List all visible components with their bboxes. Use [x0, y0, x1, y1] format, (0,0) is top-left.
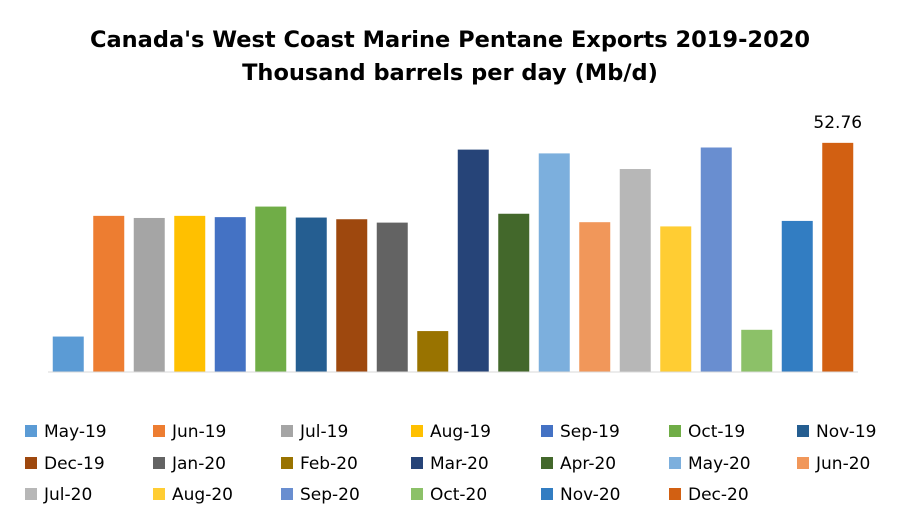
- bar-sep-20: [700, 147, 732, 372]
- legend-swatch: [797, 457, 809, 469]
- bar-aug-20: [660, 226, 692, 372]
- bar-mar-20: [457, 149, 489, 372]
- bar-sep-19: [214, 217, 246, 372]
- legend-swatch: [797, 425, 809, 437]
- legend-swatch: [25, 488, 37, 500]
- legend-item-oct-19: Oct-19: [669, 422, 745, 442]
- legend-label: Jul-19: [299, 422, 348, 442]
- legend-label: May-20: [688, 454, 751, 474]
- legend-item-feb-20: Feb-20: [281, 454, 358, 474]
- legend-item-may-19: May-19: [25, 422, 107, 442]
- bar-oct-19: [255, 206, 287, 372]
- legend-item-nov-19: Nov-19: [797, 422, 877, 442]
- legend-swatch: [541, 488, 553, 500]
- legend-item-nov-20: Nov-20: [541, 485, 621, 505]
- legend-label: Sep-20: [300, 485, 360, 505]
- bar-nov-20: [781, 220, 813, 372]
- legend-item-dec-20: Dec-20: [669, 485, 749, 505]
- bar-jul-20: [619, 169, 651, 372]
- legend-item-jul-20: Jul-20: [25, 485, 92, 505]
- bar-jul-19: [133, 217, 165, 372]
- legend-item-sep-20: Sep-20: [281, 485, 360, 505]
- bar-jun-20: [579, 222, 611, 372]
- legend-swatch: [411, 425, 423, 437]
- bar-oct-20: [741, 329, 773, 372]
- legend-item-sep-19: Sep-19: [541, 422, 620, 442]
- legend-swatch: [411, 457, 423, 469]
- bar-apr-20: [498, 213, 530, 372]
- bar-may-20: [538, 153, 570, 372]
- legend-label: Feb-20: [300, 454, 358, 474]
- legend-item-mar-20: Mar-20: [411, 454, 489, 474]
- legend-label: Mar-20: [430, 454, 489, 474]
- legend-label: Oct-19: [688, 422, 745, 442]
- legend-swatch: [153, 488, 165, 500]
- legend-label: Apr-20: [560, 454, 616, 474]
- legend-item-dec-19: Dec-19: [25, 454, 105, 474]
- legend-item-apr-20: Apr-20: [541, 454, 616, 474]
- legend-item-jun-19: Jun-19: [153, 422, 226, 442]
- legend-label: Aug-19: [430, 422, 491, 442]
- legend-swatch: [281, 425, 293, 437]
- legend-label: Dec-20: [688, 485, 749, 505]
- bar-group: [52, 142, 854, 372]
- chart-subtitle: Thousand barrels per day (Mb/d): [242, 60, 658, 86]
- bar-nov-19: [295, 217, 327, 372]
- legend-swatch: [153, 457, 165, 469]
- legend-label: Aug-20: [172, 485, 233, 505]
- chart-title: Canada's West Coast Marine Pentane Expor…: [90, 27, 810, 53]
- bar-may-19: [52, 336, 84, 372]
- legend-swatch: [669, 457, 681, 469]
- legend-item-oct-20: Oct-20: [411, 485, 487, 505]
- legend-label: Oct-20: [430, 485, 487, 505]
- legend-item-may-20: May-20: [669, 454, 751, 474]
- bar-jan-20: [376, 222, 408, 372]
- legend-label: Jun-19: [171, 422, 226, 442]
- bar-jun-19: [93, 215, 125, 372]
- legend-label: Jul-20: [43, 485, 92, 505]
- data-label-group: 52.76: [813, 113, 862, 133]
- legend-item-jul-19: Jul-19: [281, 422, 348, 442]
- legend-swatch: [281, 457, 293, 469]
- legend-swatch: [541, 425, 553, 437]
- legend-label: Jun-20: [815, 454, 870, 474]
- legend-item-jun-20: Jun-20: [797, 454, 870, 474]
- legend-item-aug-20: Aug-20: [153, 485, 233, 505]
- legend-label: Dec-19: [44, 454, 105, 474]
- legend-swatch: [411, 488, 423, 500]
- legend-swatch: [669, 488, 681, 500]
- legend-swatch: [153, 425, 165, 437]
- legend-label: Jan-20: [171, 454, 226, 474]
- legend-swatch: [25, 457, 37, 469]
- legend-swatch: [281, 488, 293, 500]
- legend-item-aug-19: Aug-19: [411, 422, 491, 442]
- legend-label: Sep-19: [560, 422, 620, 442]
- legend-swatch: [25, 425, 37, 437]
- legend-label: Nov-19: [816, 422, 877, 442]
- legend-label: Nov-20: [560, 485, 621, 505]
- legend: May-19 Jun-19 Jul-19 Aug-19 Sep-19 Oct-19 Nov-…: [25, 422, 877, 505]
- bar-aug-19: [174, 215, 206, 372]
- bar-dec-20: [822, 142, 854, 372]
- legend-swatch: [669, 425, 681, 437]
- bar-dec-19: [336, 219, 368, 372]
- legend-swatch: [541, 457, 553, 469]
- legend-item-jan-20: Jan-20: [153, 454, 226, 474]
- bar-feb-20: [417, 331, 449, 372]
- legend-label: May-19: [44, 422, 107, 442]
- data-label-dec-20: 52.76: [813, 113, 862, 133]
